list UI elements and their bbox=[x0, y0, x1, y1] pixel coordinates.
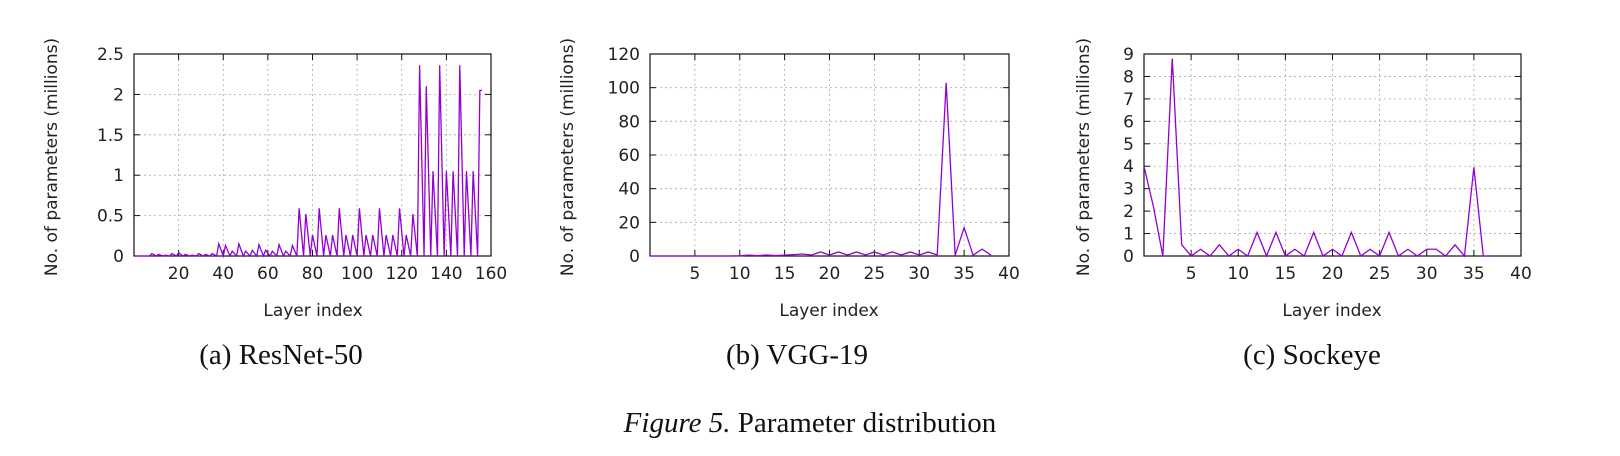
y-axis-label: No. of parameters (millions) bbox=[1074, 38, 1094, 276]
x-tick-label: 10 bbox=[1227, 264, 1249, 284]
y-tick-label: 80 bbox=[618, 112, 640, 132]
x-tick-label: 25 bbox=[1369, 264, 1391, 284]
x-tick-label: 35 bbox=[1463, 264, 1485, 284]
y-tick-label: 20 bbox=[618, 213, 640, 233]
panel-vgg19: 5 10 15 20 25 30 35 40 0 20 40 60 80 100 120 Layer inde… bbox=[558, 38, 1020, 371]
x-tick-label: 5 bbox=[1186, 264, 1197, 284]
figure-caption: Figure 5. Parameter distribution bbox=[623, 407, 997, 439]
y-tick-label: 0 bbox=[113, 247, 124, 267]
y-tick-label: 4 bbox=[1123, 157, 1134, 177]
x-tick-label: 120 bbox=[386, 264, 418, 284]
y-axis-label: No. of parameters (millions) bbox=[558, 38, 578, 276]
x-tick-label: 10 bbox=[729, 264, 751, 284]
x-axis-label: Layer index bbox=[263, 301, 362, 321]
y-tick-label: 7 bbox=[1123, 90, 1134, 110]
x-tick-label: 15 bbox=[774, 264, 796, 284]
x-tick-label: 80 bbox=[302, 264, 324, 284]
y-tick-label: 5 bbox=[1123, 135, 1134, 155]
series-line bbox=[136, 65, 483, 259]
x-tick-label: 30 bbox=[1416, 264, 1438, 284]
x-tick-label: 15 bbox=[1275, 264, 1297, 284]
y-tick-label: 6 bbox=[1123, 112, 1134, 132]
y-tick-label: 1 bbox=[113, 166, 124, 186]
y-tick-label: 0 bbox=[629, 247, 640, 267]
x-tick-label: 40 bbox=[1510, 264, 1532, 284]
x-tick-label: 100 bbox=[341, 264, 373, 284]
y-tick-label: 40 bbox=[618, 180, 640, 200]
panel-subcaption: (c) Sockeye bbox=[1243, 339, 1381, 371]
y-axis-label: No. of parameters (millions) bbox=[42, 38, 62, 276]
x-tick-label: 40 bbox=[212, 264, 234, 284]
y-tick-label: 2 bbox=[113, 85, 124, 105]
y-tick-label: 1.5 bbox=[97, 126, 124, 146]
x-tick-label: 30 bbox=[908, 264, 930, 284]
panel-resnet50: 20 40 60 80 100 120 140 160 0 0.5 1 1.5 2 2.5 Layer in… bbox=[42, 38, 507, 371]
y-tick-label: 100 bbox=[608, 79, 640, 99]
x-tick-label: 60 bbox=[257, 264, 279, 284]
y-tick-label: 0.5 bbox=[97, 207, 124, 227]
y-tick-label: 2 bbox=[1123, 202, 1134, 222]
y-tick-label: 2.5 bbox=[97, 45, 124, 65]
y-tick-label: 3 bbox=[1123, 180, 1134, 200]
x-tick-label: 35 bbox=[953, 264, 975, 284]
series-line bbox=[1143, 58, 1493, 258]
x-tick-label: 20 bbox=[168, 264, 190, 284]
x-tick-label: 140 bbox=[430, 264, 462, 284]
y-tick-label: 0 bbox=[1123, 247, 1134, 267]
y-tick-label: 60 bbox=[618, 146, 640, 166]
series-line bbox=[650, 82, 992, 257]
x-tick-label: 5 bbox=[689, 264, 700, 284]
x-tick-label: 160 bbox=[475, 264, 507, 284]
panel-subcaption: (a) ResNet-50 bbox=[199, 339, 362, 371]
y-tick-label: 9 bbox=[1123, 45, 1134, 65]
x-tick-label: 20 bbox=[1322, 264, 1344, 284]
figure-caption-label: Figure 5. bbox=[623, 407, 731, 439]
y-tick-label: 120 bbox=[608, 45, 640, 65]
figure-caption-text: Parameter distribution bbox=[731, 407, 997, 439]
x-tick-label: 20 bbox=[819, 264, 841, 284]
y-tick-label: 8 bbox=[1123, 67, 1134, 87]
x-axis-label: Layer index bbox=[779, 301, 878, 321]
x-tick-label: 25 bbox=[864, 264, 886, 284]
panel-subcaption: (b) VGG-19 bbox=[726, 339, 868, 371]
y-tick-label: 1 bbox=[1123, 225, 1134, 245]
x-axis-label: Layer index bbox=[1282, 301, 1381, 321]
x-tick-label: 40 bbox=[998, 264, 1020, 284]
